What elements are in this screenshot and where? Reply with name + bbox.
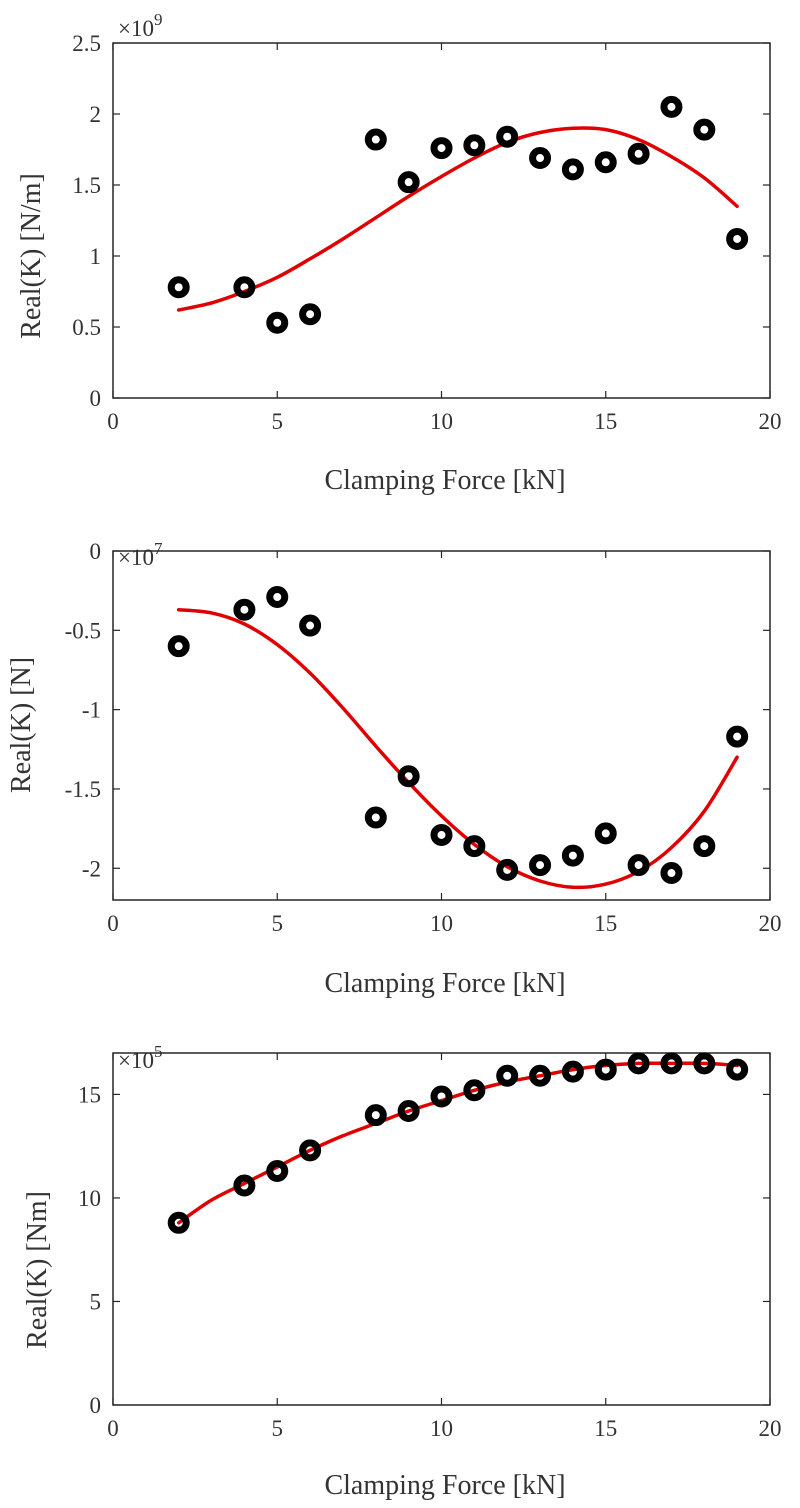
chart-3-ytick-label: 0 — [90, 1393, 102, 1418]
chart-2-data-point — [627, 854, 650, 877]
chart-2-ytick-label: 0 — [90, 539, 102, 564]
chart-2-ytick-label: -2 — [82, 856, 101, 881]
chart-2-data-point — [594, 822, 617, 845]
chart-3-xtick-label: 20 — [759, 1416, 782, 1441]
chart-3-data-point — [561, 1060, 584, 1083]
chart-3-xtick-label: 0 — [107, 1416, 119, 1441]
chart-1-data-point — [430, 137, 453, 160]
chart-3-data-point — [167, 1211, 190, 1234]
chart-3-data-point — [496, 1064, 519, 1087]
chart-2-data-point — [529, 854, 552, 877]
chart-1-xtick-label: 0 — [107, 409, 119, 434]
chart-3-ytick-label: 5 — [90, 1289, 102, 1314]
chart-3-xtick-label: 10 — [430, 1416, 453, 1441]
chart-1-exponent: ×109 — [118, 10, 162, 41]
chart-1-data-point — [299, 303, 322, 326]
chart-1-data-point — [693, 118, 716, 141]
chart-2-ytick-label: -1 — [82, 698, 101, 723]
chart-3-fit-curve — [176, 1061, 739, 1225]
chart-3-data-point — [364, 1104, 387, 1127]
chart-1-data-point — [266, 311, 289, 334]
chart-3-ylabel: Real(K) [Nm] — [22, 1191, 53, 1349]
chart-2-data-point — [364, 806, 387, 829]
chart-3-data-point — [430, 1085, 453, 1108]
chart-2-xtick-label: 20 — [759, 911, 782, 936]
chart-2: ×107 Real(K) [N] Clamping Force [kN] 0 5 1… — [6, 539, 782, 999]
chart-3-xlabel: Clamping Force [kN] — [324, 1470, 565, 1501]
chart-2-xlabel: Clamping Force [kN] — [324, 968, 565, 999]
chart-3-data-point — [233, 1174, 256, 1197]
chart-1-data-point — [463, 134, 486, 157]
chart-2-data-point — [726, 725, 749, 748]
chart-2-data-point — [299, 614, 322, 637]
chart-2-xtick-label: 0 — [107, 911, 119, 936]
chart-1-data-point — [627, 142, 650, 165]
chart-2-data-point — [463, 835, 486, 858]
chart-1-xlabel: Clamping Force [kN] — [324, 465, 565, 496]
chart-2-data-point — [693, 835, 716, 858]
chart-3-xtick-label: 15 — [594, 1416, 617, 1441]
chart-2-data-point — [397, 765, 420, 788]
chart-1-fit-curve — [176, 126, 739, 312]
chart-3-data-point — [397, 1099, 420, 1122]
chart-2-xtick-label: 5 — [272, 911, 284, 936]
chart-2-data-point — [496, 858, 519, 881]
chart-3-data-point — [693, 1052, 716, 1075]
chart-2-exponent: ×107 — [118, 539, 163, 570]
chart-1-data-point — [233, 276, 256, 299]
chart-2-data-point — [561, 844, 584, 867]
chart-3-exponent: ×105 — [118, 1042, 162, 1073]
chart-1-data-point — [496, 125, 519, 148]
chart-2-ytick-label: -1.5 — [65, 777, 101, 802]
chart-3-ytick-label: 10 — [78, 1186, 101, 1211]
chart-3-data-point — [627, 1052, 650, 1075]
chart-1-xtick-label: 15 — [594, 409, 617, 434]
chart-1: ×109 Real(K) [N/m] Clamping Force [kN] 0… — [16, 10, 782, 496]
chart-1-ytick-label: 1 — [90, 244, 102, 269]
chart-1-xtick-label: 20 — [759, 409, 782, 434]
chart-1-ytick-label: 2 — [90, 102, 102, 127]
chart-1-ytick-label: 0.5 — [72, 315, 101, 340]
chart-2-data-point — [167, 635, 190, 658]
chart-1-data-point — [660, 95, 683, 118]
chart-2-data-point — [660, 862, 683, 885]
chart-3-data-point — [660, 1052, 683, 1075]
chart-1-data-point — [167, 276, 190, 299]
chart-1-data-point — [594, 151, 617, 174]
chart-2-xtick-label: 10 — [430, 911, 453, 936]
chart-3-data-point — [594, 1058, 617, 1081]
chart-3-data-point — [463, 1079, 486, 1102]
chart-1-data-point — [397, 171, 420, 194]
chart-1-xtick-label: 10 — [430, 409, 453, 434]
chart-3-data-point — [726, 1058, 749, 1081]
chart-3-ytick-label: 15 — [78, 1082, 101, 1107]
chart-1-data-point — [726, 227, 749, 250]
chart-1-data-point — [561, 158, 584, 181]
chart-1-data-point — [364, 128, 387, 151]
chart-2-ylabel: Real(K) [N] — [6, 657, 37, 793]
chart-2-data-point — [233, 598, 256, 621]
chart-3-xtick-label: 5 — [272, 1416, 284, 1441]
chart-1-xtick-label: 5 — [272, 409, 284, 434]
chart-2-fit-curve — [176, 607, 739, 890]
chart-2-ytick-label: -0.5 — [65, 618, 101, 643]
chart-1-ytick-label: 2.5 — [72, 31, 101, 56]
chart-1-ylabel: Real(K) [N/m] — [16, 173, 47, 339]
chart-3-data-point — [529, 1064, 552, 1087]
chart-1-ytick-label: 0 — [90, 386, 102, 411]
chart-3-data-point — [299, 1139, 322, 1162]
chart-1-data-point — [529, 147, 552, 170]
chart-2-xtick-label: 15 — [594, 911, 617, 936]
chart-1-ytick-label: 1.5 — [72, 173, 101, 198]
chart-2-data-point — [430, 823, 453, 846]
chart-2-data-point — [266, 586, 289, 609]
chart-3: ×105 Real(K) [Nm] Clamping Force [kN] 0 5… — [22, 1042, 782, 1501]
chart-3-data-point — [266, 1160, 289, 1183]
